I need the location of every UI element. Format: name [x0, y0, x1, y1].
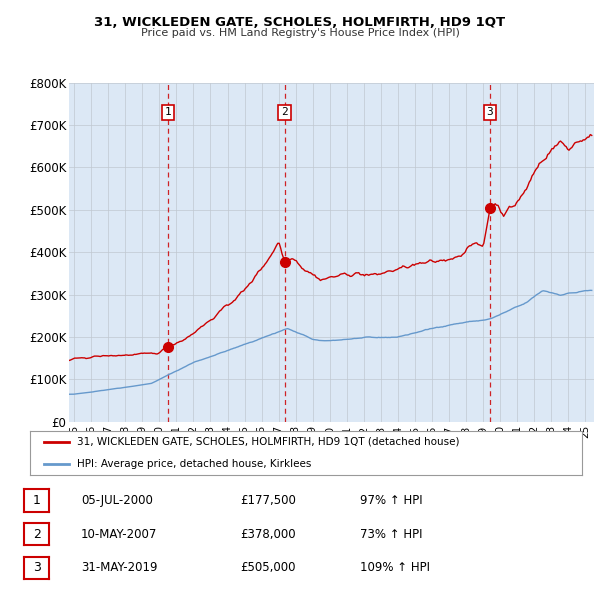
Text: 97% ↑ HPI: 97% ↑ HPI	[360, 494, 422, 507]
Text: £505,000: £505,000	[240, 561, 296, 575]
Text: 05-JUL-2000: 05-JUL-2000	[81, 494, 153, 507]
Text: £177,500: £177,500	[240, 494, 296, 507]
Text: 3: 3	[487, 107, 493, 117]
Text: 31-MAY-2019: 31-MAY-2019	[81, 561, 157, 575]
Text: 1: 1	[164, 107, 171, 117]
Text: 1: 1	[32, 494, 41, 507]
Text: £378,000: £378,000	[240, 527, 296, 541]
Text: 2: 2	[32, 527, 41, 541]
Text: 3: 3	[32, 561, 41, 575]
Text: 10-MAY-2007: 10-MAY-2007	[81, 527, 157, 541]
Text: 31, WICKLEDEN GATE, SCHOLES, HOLMFIRTH, HD9 1QT (detached house): 31, WICKLEDEN GATE, SCHOLES, HOLMFIRTH, …	[77, 437, 460, 447]
Text: 109% ↑ HPI: 109% ↑ HPI	[360, 561, 430, 575]
Text: 31, WICKLEDEN GATE, SCHOLES, HOLMFIRTH, HD9 1QT: 31, WICKLEDEN GATE, SCHOLES, HOLMFIRTH, …	[94, 16, 506, 29]
Text: 73% ↑ HPI: 73% ↑ HPI	[360, 527, 422, 541]
Text: HPI: Average price, detached house, Kirklees: HPI: Average price, detached house, Kirk…	[77, 459, 311, 469]
Text: Price paid vs. HM Land Registry's House Price Index (HPI): Price paid vs. HM Land Registry's House …	[140, 28, 460, 38]
Text: 2: 2	[281, 107, 288, 117]
